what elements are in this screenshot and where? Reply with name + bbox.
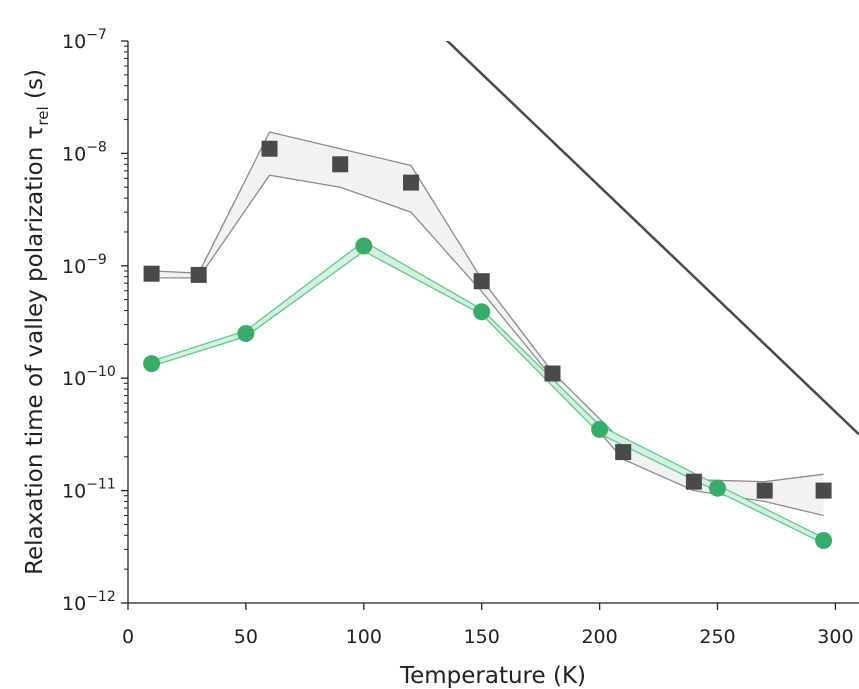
series-0-point-10 <box>815 482 832 499</box>
x-tick-label-6: 300 <box>817 626 853 648</box>
y-tick-label-exp-5: −7 <box>86 27 107 43</box>
y-tick-label-exp-0: −12 <box>86 589 116 605</box>
y-tick-label-base-0: 10 <box>62 593 86 615</box>
y-tick-label-base-4: 10 <box>62 143 86 165</box>
y-tick-label-0: 10−12 <box>62 589 116 615</box>
series-0-point-1 <box>190 266 207 283</box>
y-tick-label-base-1: 10 <box>62 481 86 503</box>
y-tick-label-5: 10−7 <box>62 27 107 53</box>
y-axis-title-subscript: rel <box>34 106 52 125</box>
y-tick-label-2: 10−10 <box>62 364 116 390</box>
x-tick-label-1: 50 <box>234 626 258 648</box>
y-tick-label-base-3: 10 <box>62 256 86 278</box>
plot-area <box>143 41 859 549</box>
x-tick-label-2: 100 <box>346 626 382 648</box>
y-tick-label-exp-2: −10 <box>86 364 116 380</box>
x-tick-label-3: 150 <box>464 626 500 648</box>
x-tick-label-0: 0 <box>122 626 134 648</box>
y-axis-title-main: Relaxation time of valley polarization τ <box>22 126 48 575</box>
y-tick-label-3: 10−9 <box>62 252 107 278</box>
series-0-point-0 <box>143 265 160 282</box>
series-0-band <box>151 132 824 516</box>
series-0-point-2 <box>261 140 278 157</box>
y-tick-label-base-2: 10 <box>62 368 86 390</box>
series-0-point-9 <box>756 482 773 499</box>
series-0-band-lower-line <box>151 174 824 517</box>
x-tick-label-4: 200 <box>581 626 617 648</box>
y-tick-label-1: 10−11 <box>62 477 116 503</box>
y-axis-title-unit: (s) <box>22 69 48 106</box>
series-1-point-6 <box>815 532 833 549</box>
series-0-point-4 <box>403 174 419 191</box>
series-1-point-2 <box>355 237 373 255</box>
series-1-point-5 <box>709 479 726 497</box>
y-tick-label-exp-3: −9 <box>86 252 107 268</box>
series-0-point-7 <box>615 444 632 461</box>
y-tick-label-exp-1: −11 <box>86 477 116 493</box>
series-0-point-3 <box>332 156 349 173</box>
axes: 0 50 100 150 200 250 30010−1210−1110−1010−910−… <box>62 27 859 648</box>
y-axis-title: Relaxation time of valley polarization τ… <box>22 69 52 575</box>
series-1-point-0 <box>143 355 161 373</box>
series-1-point-3 <box>473 303 491 321</box>
series-0-point-5 <box>473 273 490 290</box>
y-tick-label-4: 10−8 <box>62 139 107 165</box>
x-axis-title: Temperature (K) <box>399 663 586 689</box>
series-0-point-6 <box>544 365 561 382</box>
fit-curve <box>445 41 859 436</box>
series-1-point-1 <box>237 325 255 342</box>
y-tick-label-base-5: 10 <box>62 31 86 53</box>
x-tick-label-5: 250 <box>699 626 735 648</box>
y-tick-label-exp-4: −8 <box>86 139 107 155</box>
series-0-point-8 <box>685 473 702 490</box>
series-1-point-4 <box>591 420 609 438</box>
